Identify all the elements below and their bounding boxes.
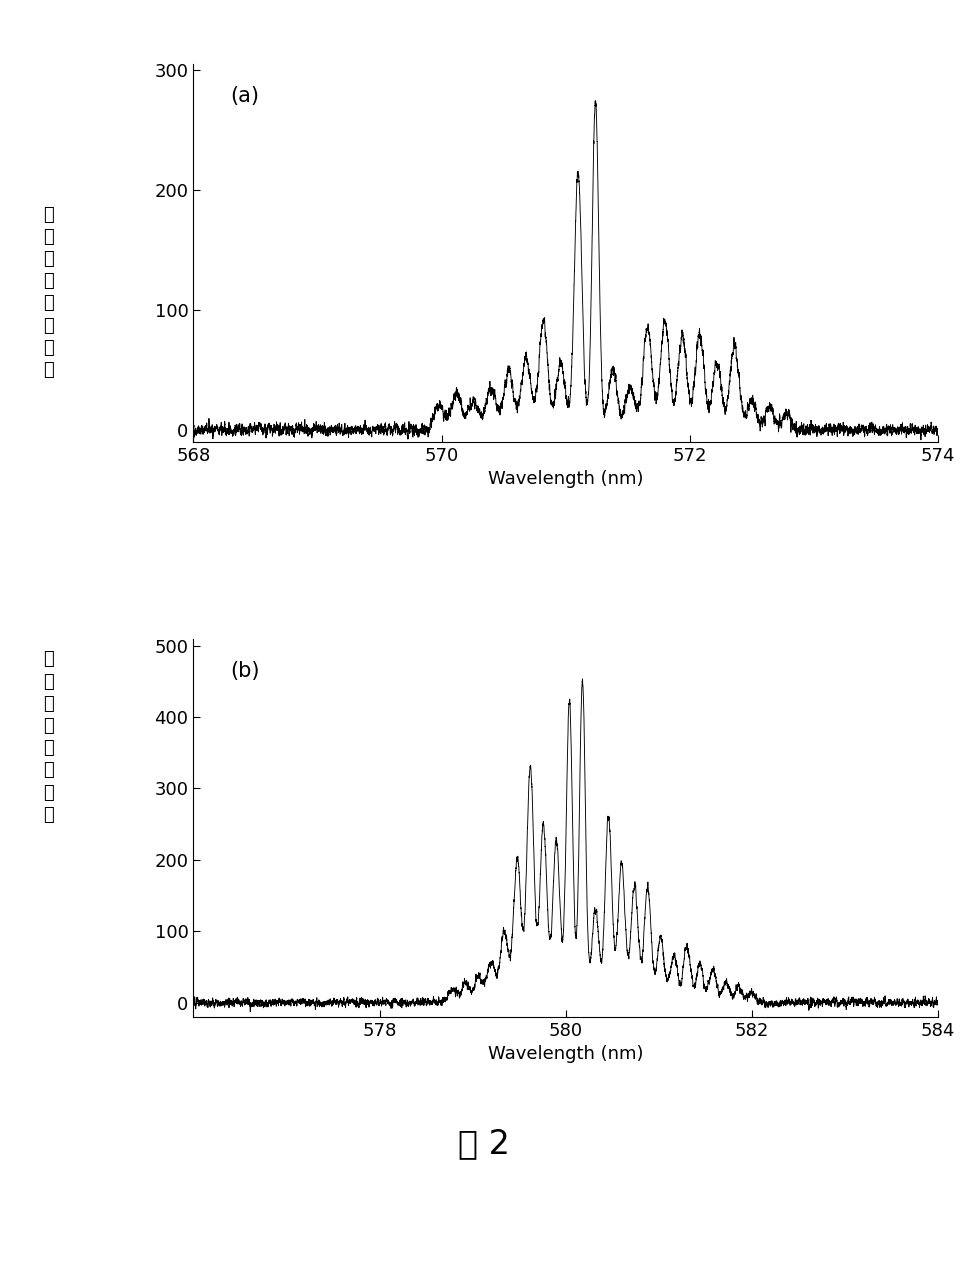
X-axis label: Wavelength (nm): Wavelength (nm) — [488, 470, 643, 488]
X-axis label: Wavelength (nm): Wavelength (nm) — [488, 1045, 643, 1064]
Text: 强
度
（
任
意
单
位
）: 强 度 （ 任 意 单 位 ） — [43, 651, 54, 824]
Text: 图 2: 图 2 — [457, 1127, 510, 1160]
Text: 强
度
（
任
意
单
位
）: 强 度 （ 任 意 单 位 ） — [43, 206, 54, 379]
Text: (a): (a) — [231, 86, 259, 107]
Text: (b): (b) — [231, 661, 260, 681]
